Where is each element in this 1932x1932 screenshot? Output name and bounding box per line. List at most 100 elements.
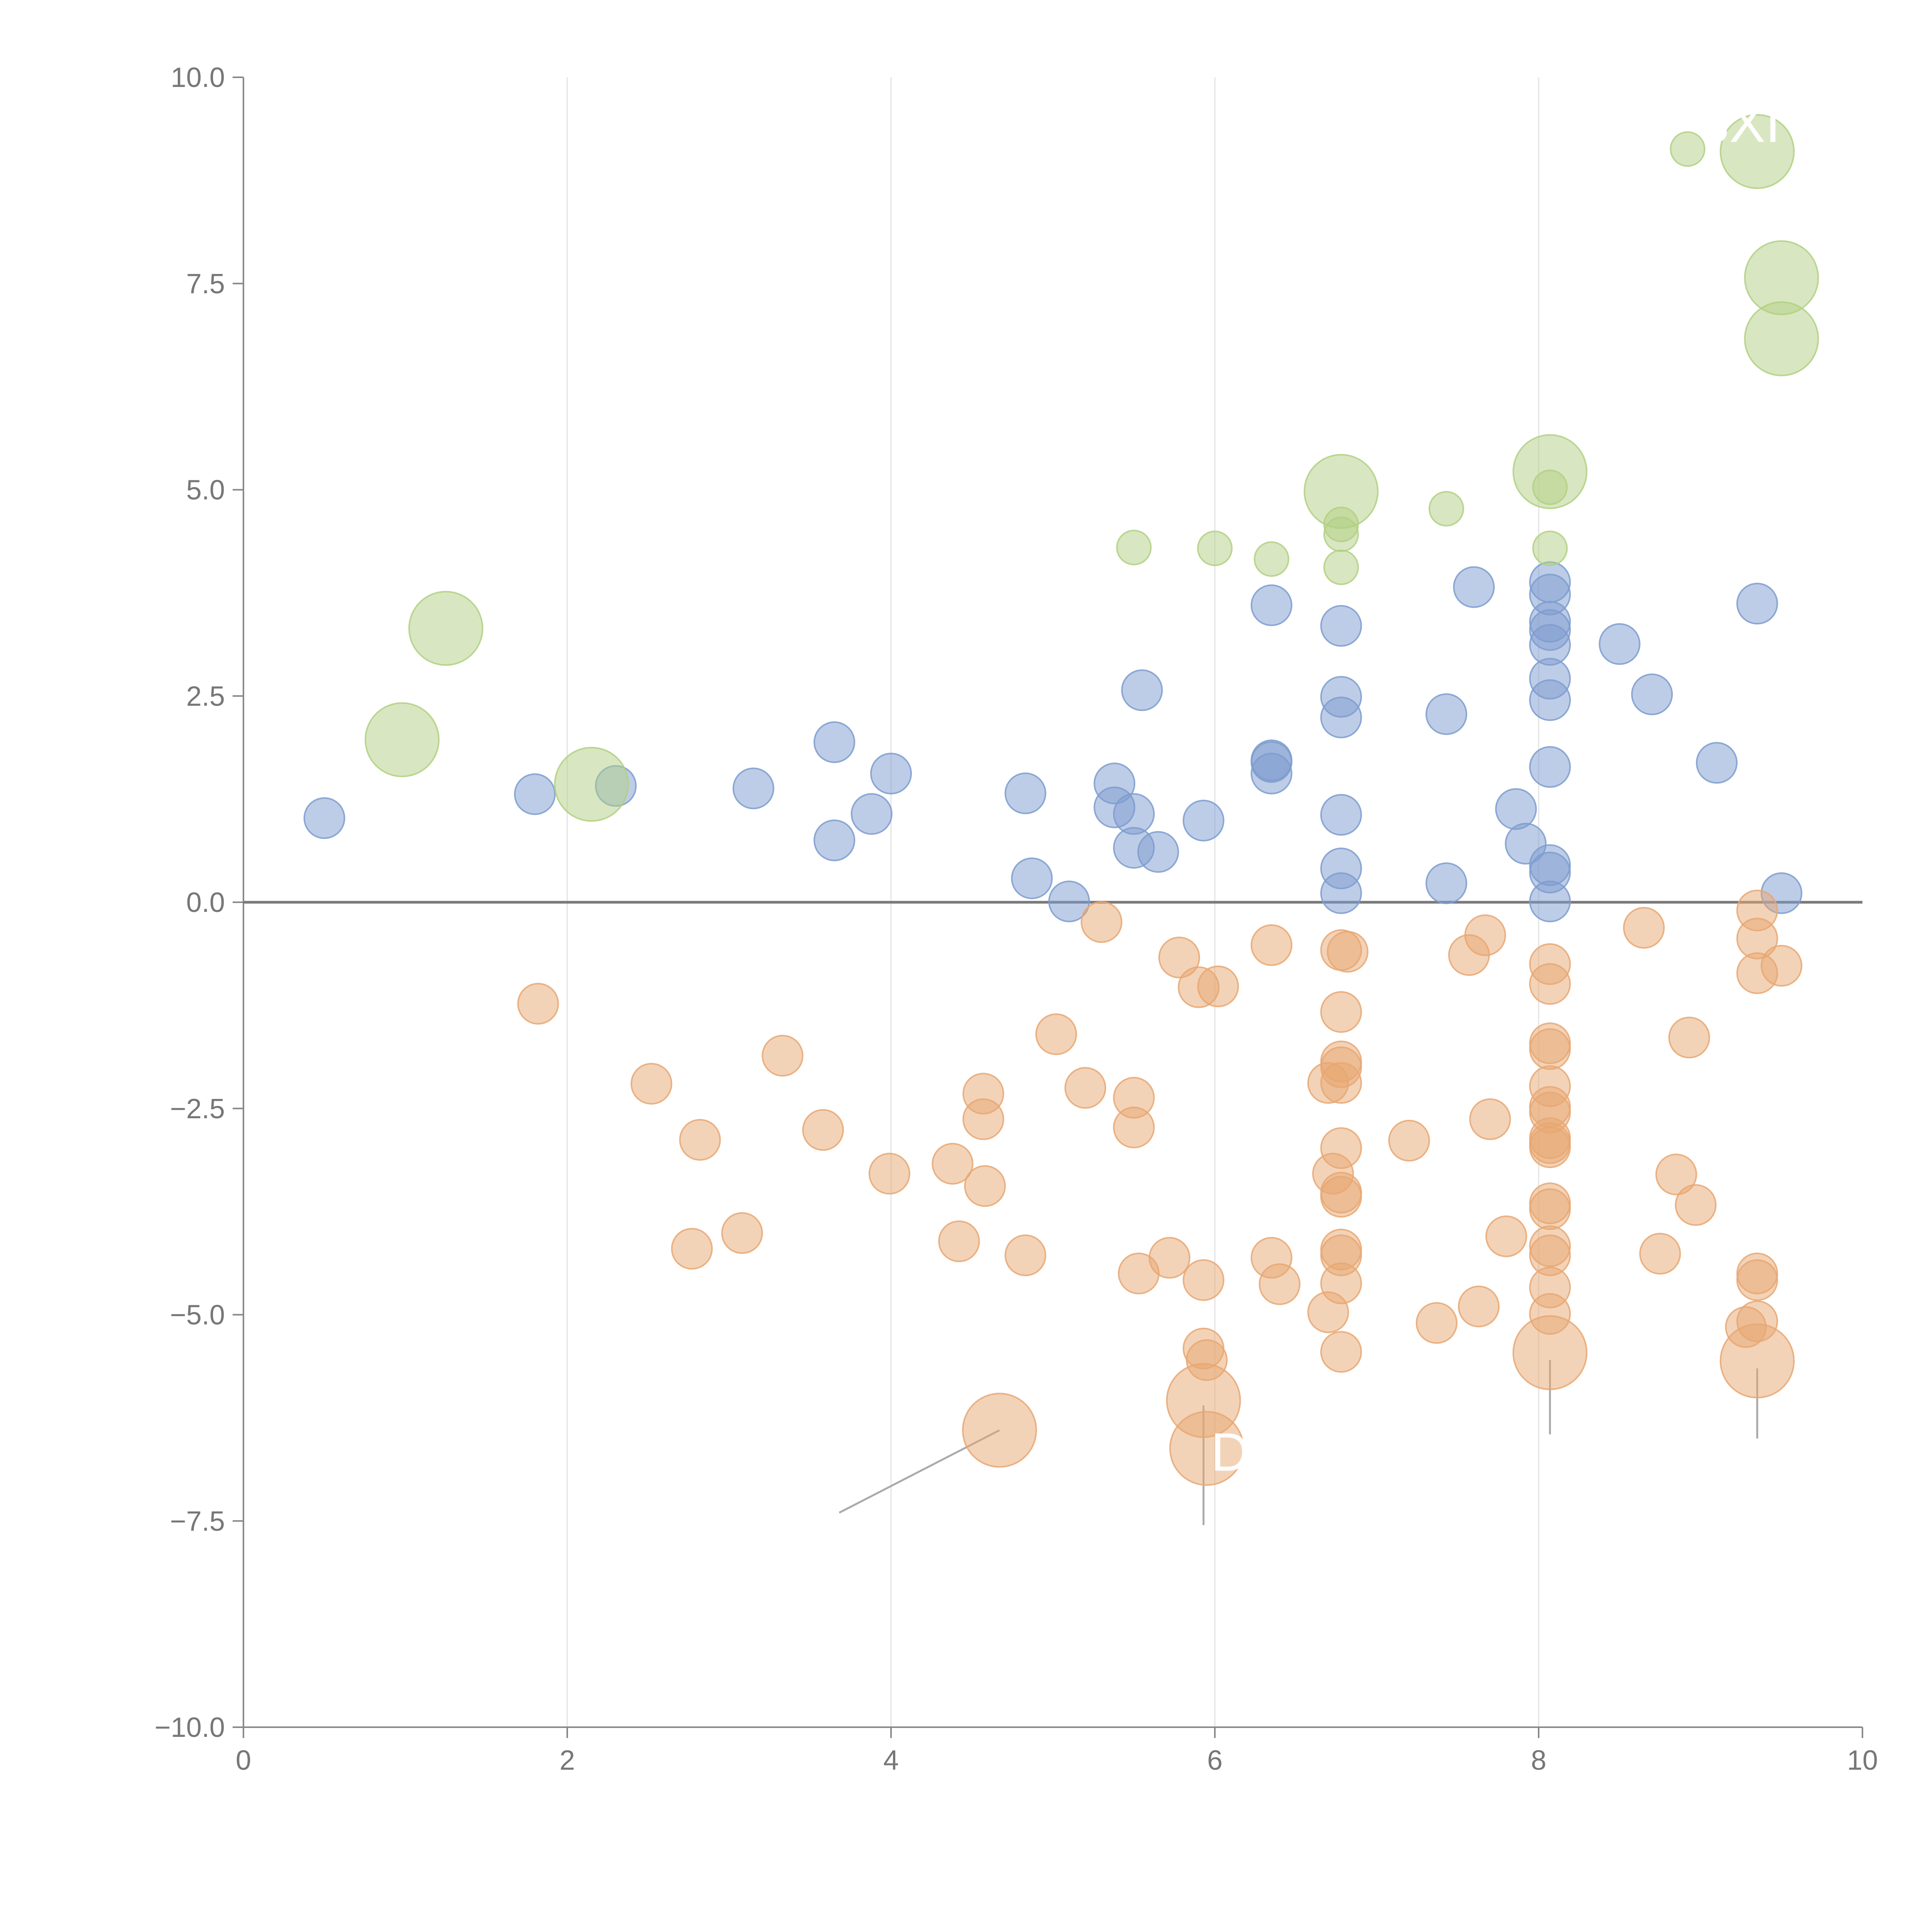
scatter-point-blue [1320,696,1362,738]
scatter-point-orange [938,1220,980,1262]
scatter-point-blue [1182,799,1225,842]
scatter-point-blue [1529,880,1571,922]
y-tick-label: 7.5 [186,269,225,299]
scatter-point-blue [1320,605,1362,647]
scatter-point-orange [1320,991,1362,1033]
scatter-point-orange [1148,1237,1190,1279]
y-tick-label: −10.0 [155,1712,225,1743]
point-label: 3XI [1699,93,1781,153]
scatter-point-orange [1469,1098,1511,1140]
y-tick-label: −2.5 [170,1094,225,1124]
scatter-point-blue [1048,880,1090,922]
scatter-point-blue [1121,669,1163,711]
scatter-point-orange [1169,1411,1245,1486]
scatter-point-green [1197,531,1233,566]
scatter-point-orange [1035,1013,1077,1055]
scatter-point-orange [962,1098,1004,1140]
scatter-point-blue [1250,752,1293,794]
scatter-point-green [1670,131,1706,167]
scatter-point-blue [1425,862,1468,904]
x-tick-label: 4 [883,1745,899,1776]
scatter-point-orange [1182,1259,1225,1301]
scatter-points [303,114,1819,1486]
scatter-point-orange [1458,1286,1500,1328]
scatter-point-blue [1004,772,1046,815]
scatter-point-orange [1623,907,1665,949]
x-tick-label: 8 [1531,1745,1546,1776]
scatter-point-orange [671,1228,713,1270]
scatter-point-blue [1696,742,1738,784]
scatter-point-blue [1453,566,1495,608]
scatter-point-orange [1388,1120,1430,1162]
scatter-point-blue [1320,872,1362,914]
x-tick-label: 10 [1847,1745,1878,1776]
scatter-point-orange [1004,1234,1046,1276]
scatter-point-orange [964,1165,1006,1207]
scatter-point-green [1532,531,1568,566]
scatter-point-orange [1113,1106,1155,1148]
scatter-point-orange [1197,965,1239,1007]
scatter-point-orange [1485,1215,1527,1257]
scatter-point-green [1253,541,1289,577]
scatter-point-orange [1668,1017,1710,1059]
scatter-point-orange [721,1212,763,1254]
scatter-point-green [1429,491,1464,527]
scatter-point-orange [1464,914,1506,956]
scatter-point-green [1744,301,1819,376]
scatter-point-orange [679,1119,721,1161]
y-tick-label: −7.5 [170,1506,225,1537]
scatter-point-green [1116,529,1152,565]
y-tick-label: −5.0 [170,1300,225,1331]
scatter-point-orange [630,1063,672,1105]
scatter-point-green [1719,114,1795,189]
point-labels: 3XI D [1211,93,1780,1482]
scatter-point-orange [1529,963,1571,1005]
scatter-point-blue [870,752,912,794]
scatter-point-blue [1529,746,1571,788]
scatter-point-orange [517,983,559,1025]
scatter-point-orange [1158,937,1200,979]
scatter-point-orange [1064,1067,1106,1109]
scatter-point-blue [1529,679,1571,721]
scatter-point-blue [850,793,893,835]
scatter-point-orange [962,1393,1037,1468]
x-tick-label: 2 [560,1745,575,1776]
scatter-point-orange [1529,1188,1571,1230]
scatter-point-orange [1760,945,1803,987]
scatter-point-orange [1320,1262,1362,1304]
scatter-point-orange [868,1153,910,1195]
scatter-point-orange [1529,1028,1571,1070]
point-label: D [1211,1422,1250,1482]
scatter-point-orange [1320,1331,1362,1373]
scatter-point-green [554,747,629,822]
scatter-point-blue [514,773,556,815]
scatter-point-orange [932,1143,974,1185]
scatter-point-orange [1529,1126,1571,1168]
scatter-point-orange [1416,1302,1458,1344]
scatter-point-blue [1736,583,1778,625]
scatter-point-blue [1631,673,1673,715]
scatter-point-blue [732,767,774,810]
scatter-point-orange [1250,924,1293,966]
scatter-point-orange [1320,1062,1362,1104]
scatter-point-blue [303,797,345,839]
scatter-point-green [408,591,483,666]
scatter-point-blue [1320,794,1362,836]
scatter-point-orange [1320,1176,1362,1218]
scatter-point-orange [1736,1259,1778,1301]
scatter-point-orange [1080,901,1122,943]
scatter-point-blue [1425,693,1468,735]
scatter-point-blue [813,819,855,861]
scatter-point-orange [802,1109,844,1151]
y-tick-label: 5.0 [186,475,225,506]
scatter-point-green [1323,549,1359,585]
scatter-point-blue [1599,623,1641,665]
scatter-point-orange [1655,1153,1697,1196]
y-tick-label: 2.5 [186,681,225,712]
scatter-point-orange [762,1035,804,1077]
y-tick-label: 0.0 [186,887,225,918]
scatter-point-orange [1320,1127,1362,1169]
scatter-point-orange [1512,1315,1588,1390]
scatter-point-blue [1011,857,1053,900]
scatter-point-blue [1250,584,1293,626]
